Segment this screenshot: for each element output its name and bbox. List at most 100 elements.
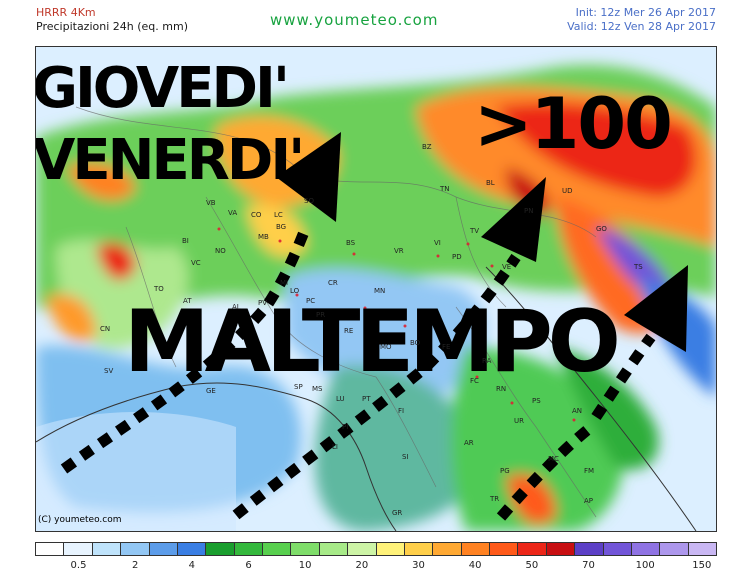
city-label: TV [470,227,480,235]
init-time: Init: 12z Mer 26 Apr 2017 [575,6,716,19]
city-label: MB [258,233,269,241]
city-label: CR [328,279,338,287]
color-legend [35,542,717,556]
city-label: PD [452,253,462,261]
city-label: BS [346,239,356,247]
city-label: PT [362,395,371,403]
copyright: (C) youmeteo.com [38,515,122,525]
city-label: SP [294,383,303,391]
city-label: SO [304,197,314,205]
legend-swatch [348,543,377,555]
city-label: MS [312,385,323,393]
legend-swatch [92,543,122,555]
city-label: GR [392,509,403,517]
legend-swatch [64,543,93,555]
city-label: BZ [422,143,432,151]
overlay-headline: MALTEMPO [124,292,621,392]
city-label: TR [490,495,500,503]
legend-tick: 20 [355,560,369,571]
city-label: BG [276,223,287,231]
legend-swatch [149,543,178,555]
city-label: PG [500,467,510,475]
city-label: PS [532,397,541,405]
city-label: VA [228,209,238,217]
legend-tick: 50 [525,560,539,571]
legend-swatch [461,543,490,555]
city-label: AP [584,497,594,505]
legend-tick: 2 [131,560,139,571]
legend-tick: 150 [692,560,712,571]
city-label: AR [464,439,474,447]
legend-swatch [121,543,150,555]
legend-swatch [36,543,65,555]
city-label: UD [562,187,573,195]
city-label: PR [316,311,326,319]
city-label: GE [206,387,216,395]
legend-tick: 4 [188,560,196,571]
city-label: PN [524,207,534,215]
city-label: RE [344,327,354,335]
city-label: FE [442,343,451,351]
overlay-day2: VENERDI' [35,128,305,193]
precipitation-map: GIOVEDI' VENERDI' >100 MALTEMPO (C) youm… [35,46,717,532]
legend-swatch [404,543,434,555]
city-label: AN [572,407,583,415]
legend-swatch [291,543,320,555]
city-label: VR [394,247,404,255]
city-label: TN [440,185,450,193]
city-label: CO [251,211,262,219]
legend-swatch [603,543,632,555]
legend-ticks: 0.5 2 4 6 10 20 30 40 50 70 100 150 [35,560,717,574]
city-label: MI [280,279,289,287]
legend-tick: 6 [245,560,252,571]
city-label: MO [380,343,392,351]
model-label: HRRR 4Km [36,6,96,19]
legend-swatch [376,543,405,555]
city-label: GO [596,225,607,233]
overlay-day1: GIOVEDI' [35,56,290,121]
city-label: SV [104,367,114,375]
city-label: TO [154,285,164,293]
city-label: TS [634,263,643,271]
legend-swatch [490,543,519,555]
city-label: BI [182,237,189,245]
legend-swatch [688,543,716,555]
city-label: VI [434,239,441,247]
city-label: FM [584,467,595,475]
city-label: AT [183,297,192,305]
city-label: RN [496,385,507,393]
legend-swatch [206,543,235,555]
city-label: SI [402,453,409,461]
city-label: PC [306,297,316,305]
city-label: MC [548,455,559,463]
product-label: Precipitazioni 24h (eq. mm) [36,20,188,33]
city-label: FI [398,407,405,415]
legend-swatch [631,543,661,555]
city-label: BO [410,339,421,347]
city-label: BL [486,179,495,187]
city-label: MN [374,287,386,295]
legend-swatch [433,543,462,555]
legend-tick: 70 [582,560,595,571]
city-label: AL [232,303,241,311]
city-label: PV [258,299,268,307]
city-label: VB [206,199,216,207]
city-label: LI [332,443,338,451]
legend-swatch [319,543,349,555]
city-label: LC [274,211,283,219]
legend-tick: 40 [468,560,482,571]
city-label: LU [336,395,345,403]
legend-tick: 100 [635,560,655,571]
city-label: UR [514,417,524,425]
legend-swatch [234,543,263,555]
overlay-threshold: >100 [474,83,673,165]
legend-swatch [263,543,292,555]
site-url[interactable]: www.youmeteo.com [270,11,439,29]
city-label: VC [191,259,201,267]
city-label: LO [290,287,300,295]
valid-time: Valid: 12z Ven 28 Apr 2017 [567,20,716,33]
legend-tick: 30 [412,560,425,571]
city-label: CN [100,325,111,333]
precipitation-field [36,47,716,531]
city-label: PI [342,423,349,431]
